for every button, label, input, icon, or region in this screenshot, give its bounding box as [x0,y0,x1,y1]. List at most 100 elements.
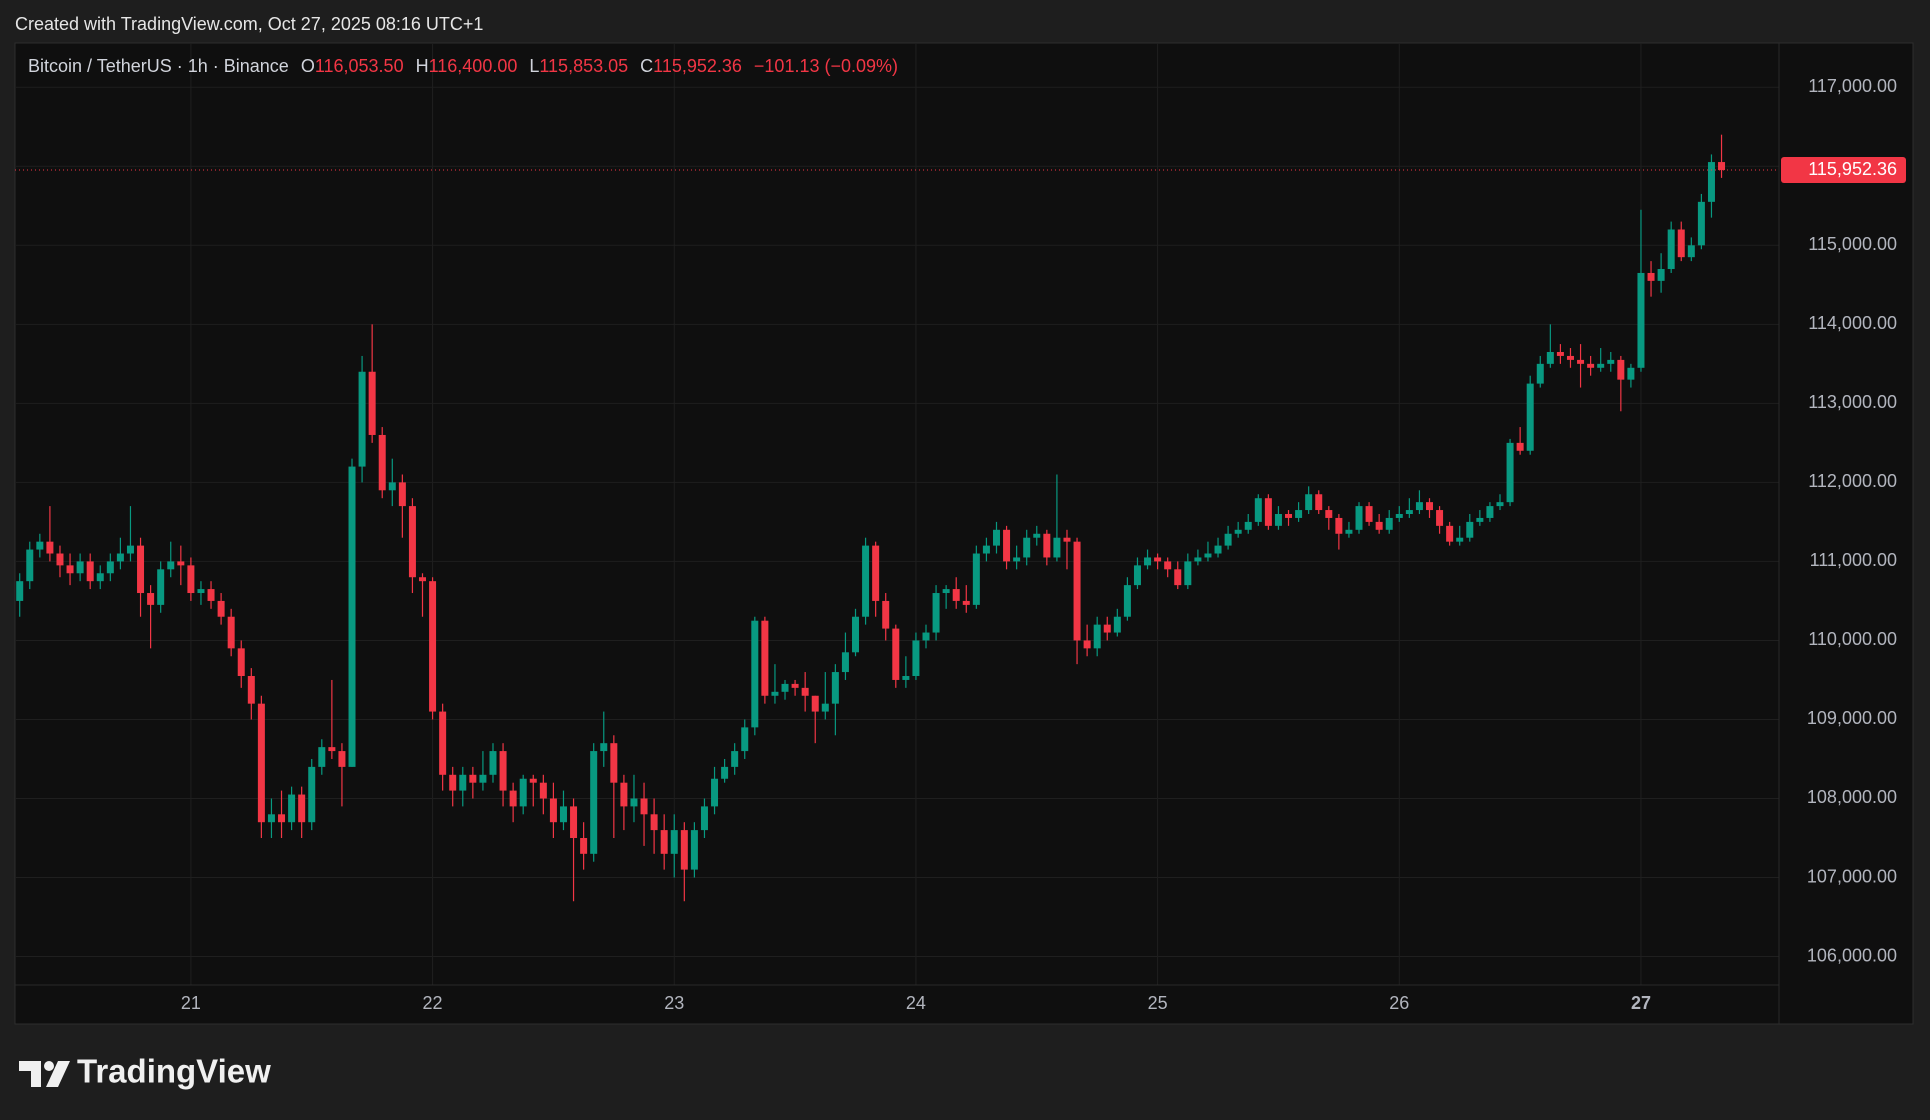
candle-body [1063,537,1071,542]
candle-body [1295,510,1303,518]
candle-body [1274,514,1282,526]
candle-body [479,774,487,783]
candle-body [16,581,24,601]
y-tick-label: 110,000.00 [1808,629,1897,649]
y-tick-label: 109,000.00 [1807,708,1897,728]
candle-body [630,798,638,807]
candle-body [1426,502,1433,511]
candle-body [1325,510,1333,518]
candle-body [429,581,437,712]
candle-body [1305,494,1313,511]
candle-body [398,482,406,507]
candle-body [721,766,729,779]
candle-body [1184,561,1192,586]
candle-body [1436,510,1444,526]
candle-body [368,371,376,435]
candle-body [640,798,648,815]
candle-body [1415,502,1423,511]
candle-body [1214,545,1222,554]
price-label-box [1781,157,1906,184]
candle-body [529,778,537,783]
x-tick-label: 23 [664,993,684,1013]
candle-body [408,506,416,578]
logo-slash [46,1061,70,1087]
candle-body [489,751,497,775]
candle-body [559,806,567,823]
candle-body [278,814,286,823]
candle-body [972,553,980,605]
candle-body [1315,494,1323,511]
candle-body [1496,502,1504,507]
candle-body [298,794,306,823]
candle-body [590,751,598,854]
candle-body [1516,442,1524,451]
candle-body [1486,506,1494,518]
candle-body [1204,553,1212,558]
candle-body [1033,533,1041,538]
candle-body [1164,561,1172,570]
candle-body [892,628,900,680]
candle-body [26,549,34,582]
candle-body [137,545,145,594]
candle-body [791,683,799,688]
candle-body [731,751,739,767]
candle-body [1667,229,1675,270]
candle-body [106,561,114,574]
candle-body [1697,201,1705,246]
candle-body [1113,616,1121,633]
candle-body [670,830,678,854]
candle-body [1355,506,1363,530]
candle-body [1244,521,1252,530]
candle-body [680,830,688,870]
candle-body [1194,557,1202,562]
candle-body [1637,272,1645,368]
candle-body [116,553,124,562]
price-label: 115,952.36 [1808,159,1897,179]
candle-body [600,743,608,752]
candle-body [660,830,668,854]
candle-body [449,774,457,791]
candle-body [741,727,749,752]
candle-body [1677,229,1685,258]
chart-pane [14,42,1914,1025]
candle-body [570,806,578,839]
y-tick-label: 113,000.00 [1808,392,1897,412]
candle-body [811,695,819,712]
candle-body [419,577,426,582]
candle-body [690,830,698,870]
candle-body [1587,363,1595,368]
change: −101.13 (−0.09%) [754,56,898,76]
candle-body [992,529,1000,546]
candle-body [46,541,54,554]
candle-body [1023,537,1031,558]
candle-body [1073,541,1081,641]
candle-body [1264,498,1272,526]
y-tick-label: 117,000.00 [1808,76,1897,96]
candle-body [771,691,779,696]
candle-body [257,703,265,823]
candle-body [1254,498,1262,522]
brand: TradingView [77,1053,271,1090]
candle-body [580,838,588,854]
ohlc-prefix: C [640,56,653,76]
candle-body [318,747,326,767]
candle-body [1365,506,1373,522]
candle-body [1395,514,1403,518]
candle-body [328,747,336,752]
logo-dot [44,1061,54,1071]
candle-body [1627,367,1635,380]
symbol: Bitcoin / TetherUS · 1h · Binance [28,56,289,76]
y-tick-label: 111,000.00 [1810,550,1897,570]
candle-body [167,561,175,570]
candle-body [1174,569,1182,586]
candle-body [288,794,296,823]
candle-body [872,545,880,601]
candle-body [187,565,195,594]
candle-body [1053,537,1061,558]
ohlc-value: 116,053.50 [315,56,404,76]
candle-body [267,814,275,823]
ohlc-prefix: O [301,56,315,76]
candle-body [922,632,930,641]
candle-body [308,766,316,823]
candle-body [499,751,507,791]
